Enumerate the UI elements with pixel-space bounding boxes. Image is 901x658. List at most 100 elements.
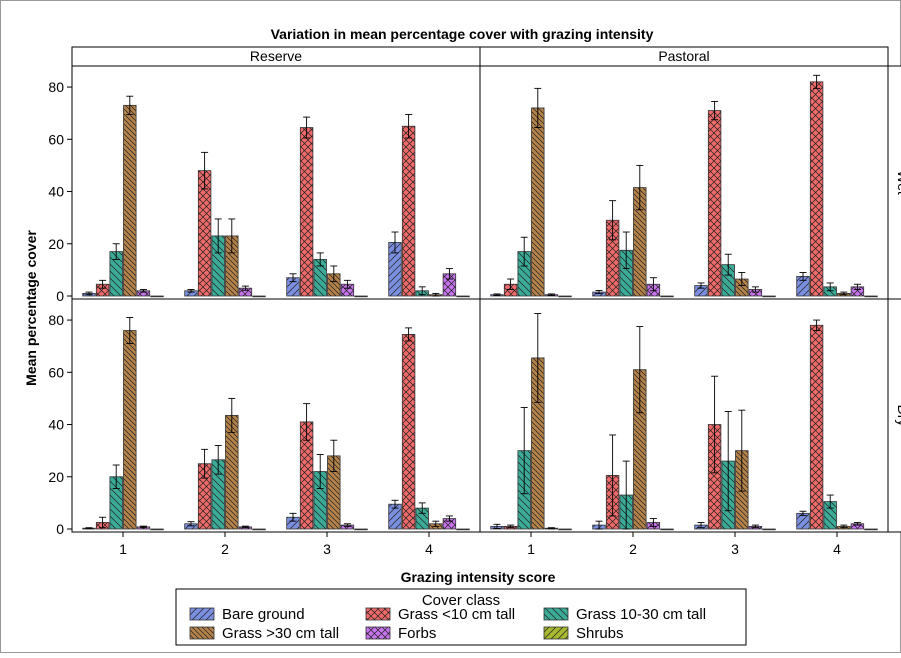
y-tick-label: 40 (48, 417, 64, 433)
error-bar (711, 375, 719, 474)
error-bar (85, 527, 93, 530)
legend-label: Shrubs (576, 625, 624, 642)
error-bar (724, 411, 732, 512)
error-bar (799, 510, 807, 516)
error-bar (330, 265, 338, 283)
y-tick-label: 20 (48, 469, 64, 485)
error-bar (405, 114, 413, 139)
error-bar (126, 95, 134, 115)
y-tick-label: 60 (48, 364, 64, 380)
error-bar (201, 448, 209, 479)
error-bar (289, 273, 297, 283)
bar-grass-10-cm-tall-score-4 (809, 324, 824, 530)
error-bar (241, 285, 249, 291)
legend-swatch (189, 626, 215, 640)
legend-item-grass-10-cm-tall: Grass <10 cm tall (365, 606, 515, 623)
error-bar (214, 218, 222, 254)
bar-grass-30-cm-tall-score-1 (531, 107, 545, 297)
error-bar (534, 313, 542, 403)
legend-title: Cover class (422, 592, 500, 609)
error-bar (445, 515, 453, 522)
bar-shrubs-score-3 (354, 295, 368, 298)
legend-box (175, 588, 747, 646)
x-axis-label: Grazing intensity score (401, 569, 556, 585)
bar-grass-10-cm-tall-score-2 (197, 170, 212, 297)
bar-shrubs-score-1 (150, 295, 164, 298)
error-bar (85, 291, 93, 296)
error-bar (595, 520, 603, 530)
error-bar (609, 434, 617, 517)
error-bar (187, 289, 195, 293)
panel-pastoral-dry: 1 2 3 4 (479, 298, 889, 557)
error-bar (99, 279, 107, 289)
error-bar (507, 278, 515, 290)
legend-label: Bare ground (222, 606, 305, 623)
bar-grass-10-cm-tall-score-3 (707, 110, 722, 297)
bar-grass-30-cm-tall-score-1 (123, 104, 137, 297)
chart-title: Variation in mean percentage cover with … (271, 26, 654, 42)
error-bar (214, 444, 222, 475)
error-bar (493, 293, 501, 296)
error-bar (507, 524, 515, 529)
legend-item-grass-30-cm-tall: Grass >30 cm tall (189, 625, 339, 642)
error-bar (738, 409, 746, 492)
error-bar (316, 252, 324, 267)
panel-reserve-dry: 0 20 40 60 80 1 2 3 4 (48, 298, 481, 557)
error-bar (697, 282, 705, 289)
error-bar (112, 464, 120, 489)
y-tick-label: 80 (48, 79, 64, 95)
error-bar (520, 236, 528, 267)
error-bar (303, 116, 311, 139)
error-bar (432, 520, 440, 527)
y-tick-label: 40 (48, 184, 64, 200)
x-tick-label: 3 (731, 541, 739, 557)
column-header-label: Pastoral (658, 48, 709, 64)
legend-item-forbs: Forbs (365, 625, 436, 642)
error-bar (112, 243, 120, 260)
bar-shrubs-score-2 (660, 528, 674, 531)
error-bar (139, 289, 147, 293)
bar-grass-30-cm-tall-score-1 (123, 330, 137, 530)
x-tick-label: 2 (629, 541, 637, 557)
legend-label: Forbs (398, 625, 436, 642)
error-bar (547, 527, 555, 530)
error-bar (622, 460, 630, 530)
row-header-label: Dry (895, 405, 901, 427)
error-bar (840, 524, 848, 529)
bar-shrubs-score-2 (252, 528, 266, 531)
error-bar (139, 525, 147, 529)
error-bar (636, 326, 644, 414)
error-bar (520, 407, 528, 495)
panel-reserve-wet: 0 20 40 60 80 (48, 65, 481, 304)
error-bar (316, 454, 324, 489)
bar-grass-10-cm-tall-score-4 (809, 81, 824, 297)
error-bar (534, 87, 542, 128)
error-bar (826, 494, 834, 509)
error-bar (649, 518, 657, 527)
bar-shrubs-score-4 (864, 295, 878, 298)
error-bar (126, 316, 134, 345)
legend-swatch (365, 626, 391, 640)
bar-grass-10-cm-tall-score-4 (401, 334, 416, 530)
error-bar (609, 200, 617, 241)
x-tick-label: 1 (527, 541, 535, 557)
column-header-label: Reserve (250, 48, 302, 64)
row-header-label: Wet (895, 170, 901, 195)
bar-shrubs-score-2 (660, 295, 674, 298)
x-tick-label: 3 (323, 541, 331, 557)
legend-item-shrubs: Shrubs (543, 625, 624, 642)
error-bar (853, 522, 861, 526)
error-bar (493, 523, 501, 529)
bar-shrubs-score-3 (354, 528, 368, 531)
error-bar (799, 272, 807, 281)
error-bar (649, 277, 657, 292)
bar-shrubs-score-1 (150, 528, 164, 531)
error-bar (738, 272, 746, 287)
error-bar (241, 525, 249, 529)
x-tick-label: 4 (425, 541, 433, 557)
legend-item-grass-10-30-cm-tall: Grass 10-30 cm tall (543, 606, 706, 623)
error-bar (405, 327, 413, 342)
error-bar (711, 100, 719, 121)
error-bar (343, 523, 351, 527)
bar-shrubs-score-1 (558, 528, 572, 531)
